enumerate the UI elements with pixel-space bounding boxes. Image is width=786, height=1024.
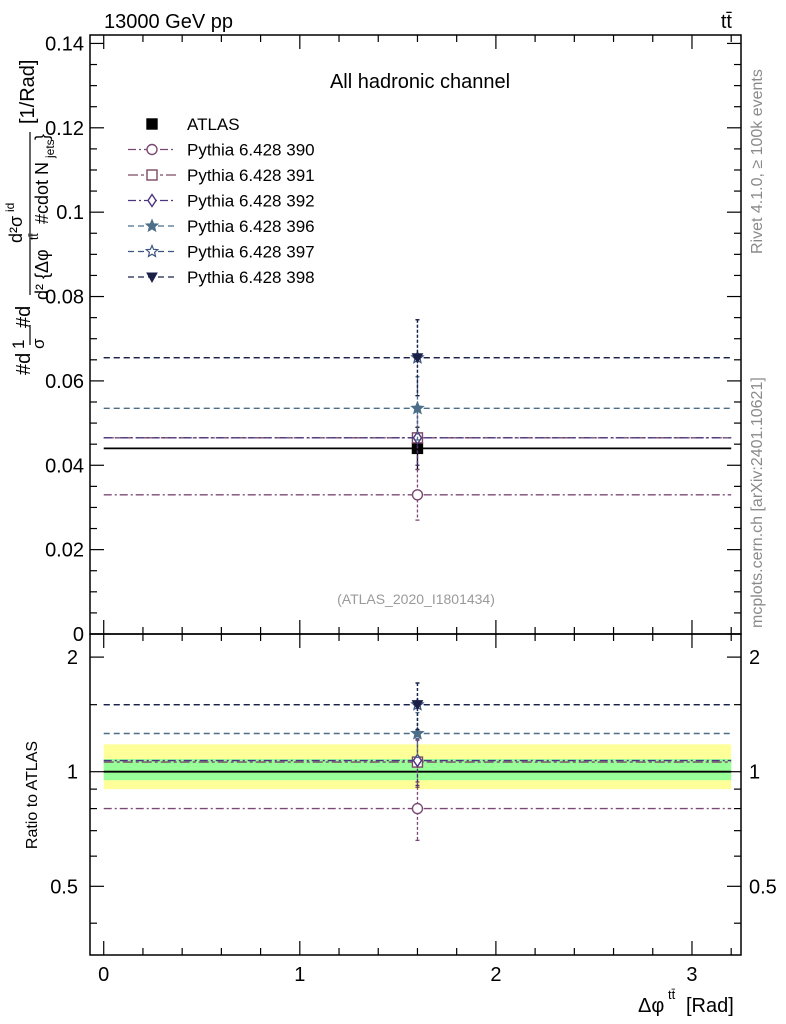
svg-text:id: id [3, 203, 17, 212]
energy-label: 13000 GeV pp [104, 11, 233, 33]
legend-entry-pythia-6-428-396-label: Pythia 6.428 396 [187, 217, 315, 236]
svg-text:jets: jets [43, 139, 57, 159]
ratio-ytick-label-right-2: 2 [749, 647, 760, 669]
ratio-series-pythia-6-428-398 [103, 682, 732, 731]
legend-entry-pythia-6-428-398-marker [146, 272, 158, 284]
ratio-ytick-label-1: 1 [67, 762, 78, 784]
svg-text:[1/Rad]: [1/Rad] [17, 60, 39, 124]
legend-entry-pythia-6-428-398: Pythia 6.428 398 [128, 268, 315, 287]
ratio-plot-frame [89, 633, 742, 956]
ratio-ytick-label-right-0.5: 0.5 [749, 876, 777, 898]
svg-text:[Rad]: [Rad] [686, 995, 734, 1017]
xtick-label-1: 1 [294, 964, 305, 986]
ratio-series-pythia-6-428-396-marker-shape [410, 725, 425, 740]
main-ytick-label-0.1: 0.1 [56, 202, 84, 224]
svg-text:#d: #d [13, 306, 35, 328]
ratio-plot-series [103, 682, 732, 842]
process-label: tt̄ [721, 11, 733, 33]
main-plot-series [103, 319, 732, 521]
plot-frames [89, 34, 742, 956]
legend-entry-pythia-6-428-390-marker-shape [146, 143, 158, 156]
svg-text:Δφ: Δφ [638, 995, 664, 1017]
ratio-series-pythia-6-428-398-marker-shape [411, 700, 424, 711]
ratio-ytick-label-0.5: 0.5 [50, 876, 78, 898]
rivet-version-label: Rivet 4.1.0, ≥ 100k events [749, 69, 766, 254]
ratio-series-pythia-6-428-390-marker [411, 802, 424, 815]
main-ytick-label-0: 0 [73, 624, 84, 646]
svg-text:d²σ: d²σ [6, 216, 26, 243]
main-series-pythia-6-428-396-marker-shape [410, 400, 425, 415]
svg-text:d² {Δφ: d² {Δφ [32, 249, 52, 300]
legend-entry-pythia-6-428-391-marker-shape [146, 169, 158, 181]
main-ytick-label-0.14: 0.14 [45, 33, 84, 55]
ratio-series-pythia-6-428-390 [103, 781, 732, 842]
legend-entry-pythia-6-428-392-label: Pythia 6.428 392 [187, 192, 315, 211]
legend-entry-pythia-6-428-396-marker-shape [144, 218, 160, 233]
main-series-pythia-6-428-396-marker [410, 400, 425, 415]
main-series-pythia-6-428-390 [103, 468, 732, 521]
main-y-axis-label: #d 1 σ #d d²σ id d² {Δφ tt̄ #cdot N jets… [3, 60, 57, 375]
legend-entry-atlas-label: ATLAS [187, 115, 240, 134]
ratio-series-pythia-6-428-396 [103, 711, 732, 759]
legend-entry-pythia-6-428-398-marker-shape [146, 272, 158, 284]
legend-entry-pythia-6-428-390: Pythia 6.428 390 [128, 141, 315, 160]
ratio-ytick-label-2: 2 [67, 647, 78, 669]
legend-entry-pythia-6-428-392: Pythia 6.428 392 [128, 192, 315, 211]
ratio-series-pythia-6-428-398-marker [411, 700, 424, 711]
legend-entry-pythia-6-428-390-marker [146, 143, 158, 156]
analysis-id-label: (ATLAS_2020_I1801434) [337, 591, 495, 607]
main-ytick-label-0.02: 0.02 [45, 540, 84, 562]
main-series-pythia-6-428-398-marker-shape [411, 353, 424, 364]
main-series-pythia-6-428-398 [103, 319, 732, 397]
main-series-pythia-6-428-390-marker-shape [411, 489, 424, 501]
main-plot-title: All hadronic channel [330, 71, 510, 93]
legend-entry-pythia-6-428-397-label: Pythia 6.428 397 [187, 243, 315, 262]
ratio-ytick-label-right-1: 1 [749, 762, 760, 784]
legend: ATLAS Pythia 6.428 390 Pythia 6.428 391 Pyt… [128, 115, 315, 287]
xtick-label-2: 2 [490, 964, 501, 986]
main-ytick-label-0.04: 0.04 [45, 455, 84, 477]
legend-entry-pythia-6-428-391-label: Pythia 6.428 391 [187, 166, 315, 185]
axes-ticks: 00.020.040.060.080.10.120.140.5 0.51 12 20 1… [45, 33, 777, 986]
svg-text:tt̄: tt̄ [668, 987, 676, 1002]
legend-entry-pythia-6-428-392-marker-shape [147, 193, 157, 208]
ratio-series-pythia-6-428-396-marker [410, 725, 425, 740]
main-series-pythia-6-428-390-marker [411, 489, 424, 501]
legend-entry-atlas: ATLAS [146, 115, 240, 134]
legend-entry-pythia-6-428-391: Pythia 6.428 391 [128, 166, 315, 185]
legend-entry-pythia-6-428-397: Pythia 6.428 397 [128, 243, 315, 262]
main-ytick-label-0.12: 0.12 [45, 118, 84, 140]
ratio-y-axis-label: Ratio to ATLAS [24, 741, 41, 849]
legend-entry-atlas-marker-shape [146, 118, 158, 130]
legend-entry-pythia-6-428-396: Pythia 6.428 396 [128, 217, 315, 236]
x-axis-label: Δφ tt̄ [Rad] [638, 987, 734, 1017]
legend-entry-pythia-6-428-390-label: Pythia 6.428 390 [187, 141, 315, 160]
main-series-pythia-6-428-398-marker [411, 353, 424, 364]
xtick-label-0: 0 [98, 964, 109, 986]
legend-entry-pythia-6-428-396-marker [144, 218, 160, 233]
xtick-label-3: 3 [686, 964, 697, 986]
legend-entry-pythia-6-428-391-marker [146, 169, 158, 181]
svg-text:1: 1 [9, 340, 28, 349]
svg-text:}: } [32, 134, 52, 140]
ratio-series-pythia-6-428-390-marker-shape [411, 802, 424, 815]
legend-entry-pythia-6-428-398-label: Pythia 6.428 398 [187, 268, 315, 287]
main-ytick-label-0.06: 0.06 [45, 371, 84, 393]
legend-entry-pythia-6-428-397-marker [144, 243, 160, 258]
svg-text:tt̄: tt̄ [27, 233, 41, 240]
mcplots-label: mcplots.cern.ch [arXiv:2401.10621] [749, 377, 766, 628]
main-ytick-label-0.08: 0.08 [45, 287, 84, 309]
legend-entry-pythia-6-428-397-marker-shape [144, 243, 160, 258]
svg-text:σ: σ [29, 338, 48, 349]
svg-text:#d: #d [13, 353, 35, 375]
legend-entry-atlas-marker [146, 118, 158, 130]
svg-text:#cdot N: #cdot N [32, 162, 52, 224]
legend-entry-pythia-6-428-392-marker [147, 193, 157, 208]
